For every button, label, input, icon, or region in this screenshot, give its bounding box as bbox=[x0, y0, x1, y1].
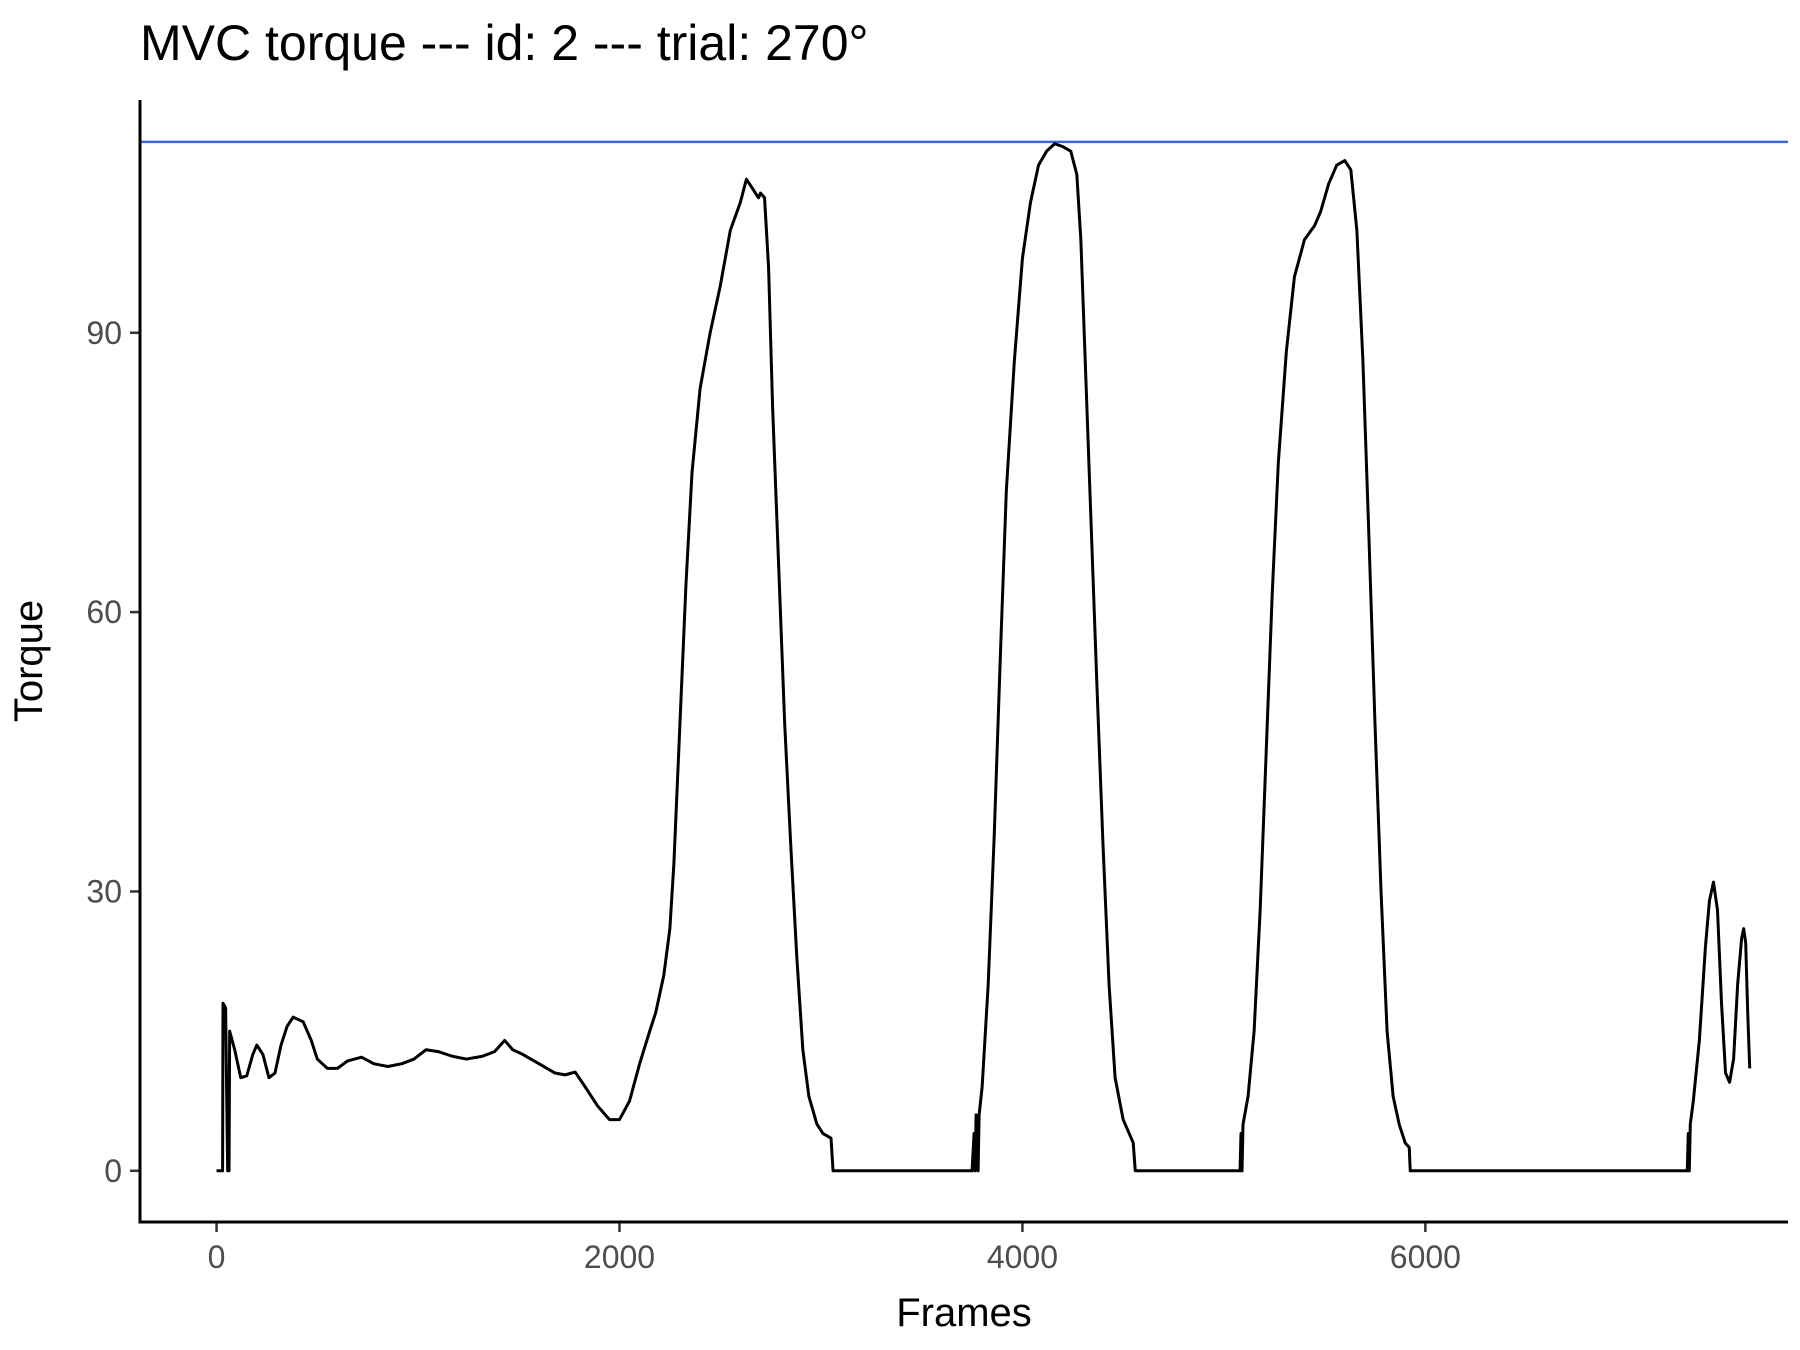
y-tick-label: 0 bbox=[104, 1153, 122, 1189]
x-tick-label: 2000 bbox=[584, 1239, 655, 1275]
y-axis-ticks: 0 30 60 90 bbox=[86, 315, 140, 1189]
y-axis-title: Torque bbox=[7, 600, 51, 722]
x-tick-label: 4000 bbox=[987, 1239, 1058, 1275]
x-axis-title: Frames bbox=[896, 1291, 1032, 1335]
x-axis-ticks: 0 2000 4000 6000 bbox=[208, 1222, 1461, 1275]
y-tick-label: 90 bbox=[86, 315, 122, 351]
x-tick-label: 6000 bbox=[1390, 1239, 1461, 1275]
series-layer bbox=[216, 142, 1752, 1173]
y-tick-label: 30 bbox=[86, 873, 122, 909]
x-tick-label: 0 bbox=[208, 1239, 226, 1275]
y-tick-label: 60 bbox=[86, 594, 122, 630]
torque-series-line bbox=[216, 142, 1752, 1173]
chart-title: MVC torque --- id: 2 --- trial: 270° bbox=[140, 15, 869, 71]
